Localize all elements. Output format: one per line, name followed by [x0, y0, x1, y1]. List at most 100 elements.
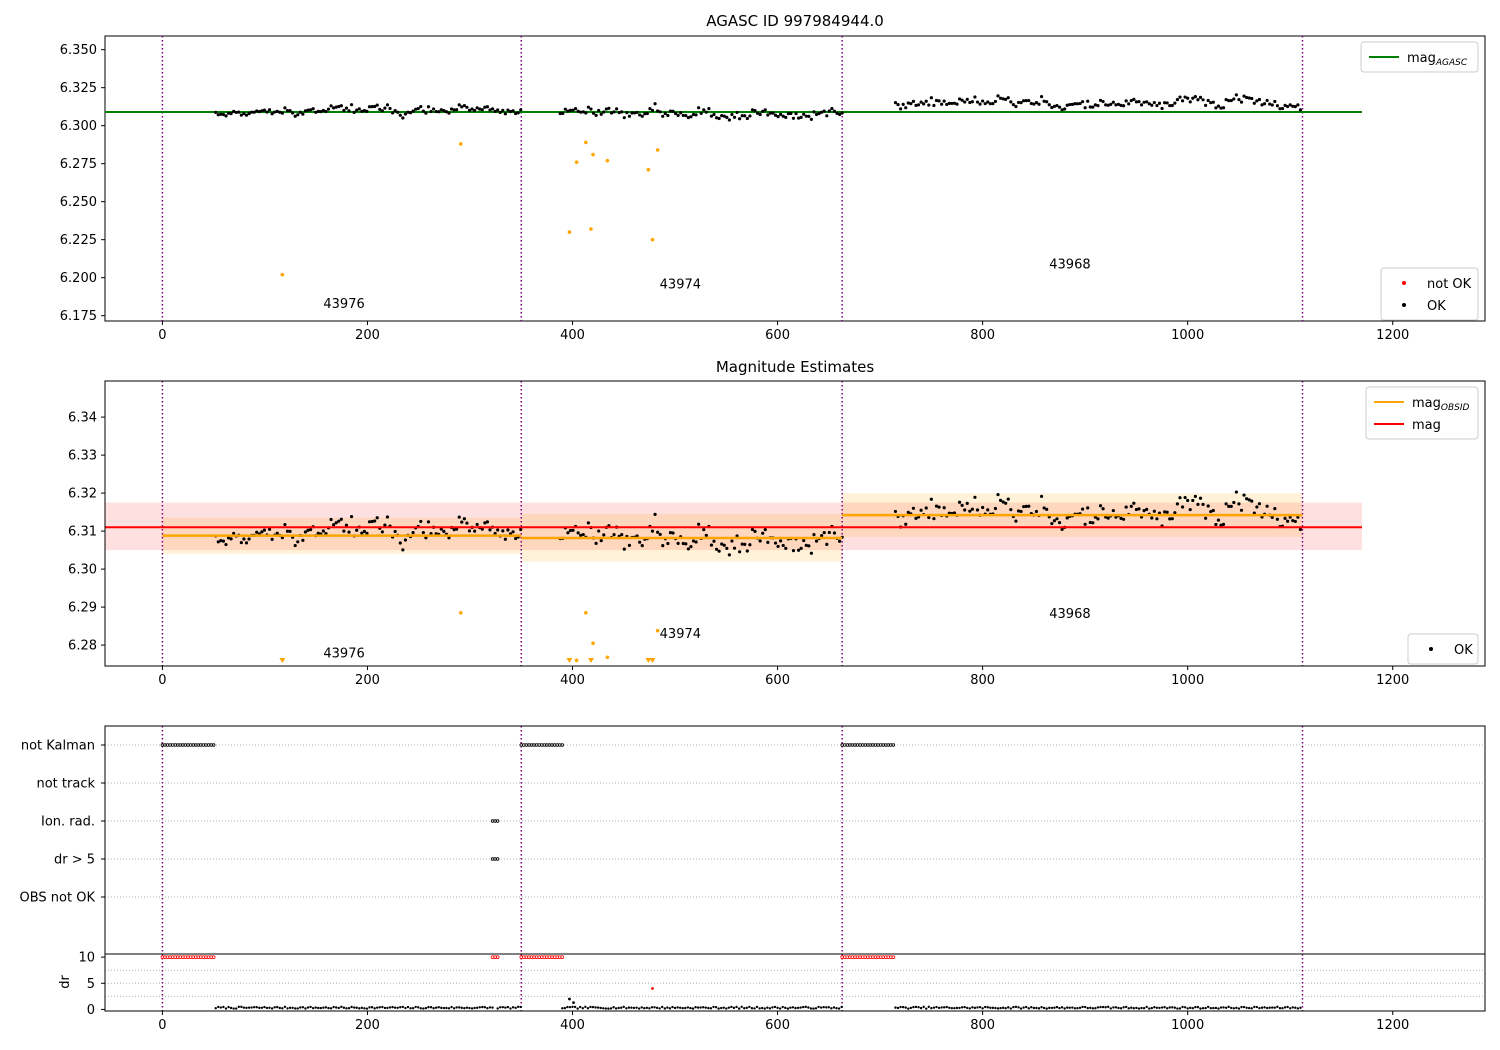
ok-point [1216, 104, 1221, 108]
ok-point [750, 527, 755, 532]
dr-point [445, 1006, 448, 1010]
dr-point [681, 1006, 684, 1010]
ok-point [1224, 97, 1228, 102]
dr-point [314, 1006, 317, 1009]
ok-point [1096, 104, 1100, 108]
dr-point [1291, 1006, 1294, 1009]
dr-point [1296, 1007, 1300, 1010]
ok-point [1180, 99, 1185, 103]
ok-point [691, 112, 696, 117]
ok-point [498, 110, 502, 115]
dr-point [1101, 1005, 1105, 1009]
ok-point [1221, 106, 1226, 110]
ok-point [671, 109, 675, 113]
ok-point [380, 109, 384, 113]
dr-point [388, 1006, 392, 1009]
dr-point [1260, 1006, 1264, 1009]
dr-point [696, 1006, 700, 1009]
dr-capped-point [891, 955, 896, 959]
dr-point [247, 1006, 251, 1009]
dr-point [630, 1006, 633, 1009]
dr-point [288, 1006, 292, 1010]
dr-point [1224, 1006, 1228, 1009]
x-tick-label: 400 [560, 1018, 585, 1033]
dr-capped-point [560, 955, 565, 959]
ok-point [932, 517, 936, 521]
outlier-point [655, 148, 660, 152]
dr-point [691, 1007, 695, 1010]
dr-point [704, 1006, 708, 1009]
ok-point [809, 117, 814, 121]
ok-point [663, 111, 667, 116]
ok-point [689, 115, 693, 119]
ok-point [1293, 519, 1297, 524]
dr-point [224, 1007, 228, 1010]
dr-point [1045, 1007, 1048, 1010]
obsid-label: 43976 [323, 647, 364, 662]
ok-point [686, 547, 690, 551]
ok-point [514, 111, 518, 116]
ok-point [653, 102, 657, 106]
ok-point [447, 536, 451, 540]
ok-point [952, 511, 957, 515]
dr-point [1137, 1007, 1141, 1010]
ok-point [1291, 519, 1295, 523]
ok-point [579, 533, 583, 537]
dr-point [909, 1006, 913, 1010]
ok-point [612, 533, 616, 537]
dr-point [781, 1005, 784, 1009]
dr-point [750, 1006, 754, 1010]
ok-point [714, 116, 719, 120]
ok-point [911, 99, 916, 103]
ok-point [1086, 506, 1090, 510]
dr-point [568, 997, 571, 1001]
legend-dot-swatch [1429, 647, 1433, 651]
ok-point [1050, 105, 1054, 110]
ok-point [1124, 99, 1128, 103]
ok-point [745, 116, 749, 121]
dr-point [981, 1007, 984, 1010]
ok-point [426, 105, 431, 109]
dr-point [596, 1006, 600, 1009]
dr-point [1263, 1006, 1266, 1009]
ok-point [558, 111, 562, 116]
dr-point [1119, 1007, 1123, 1010]
y-tick-label: 6.300 [60, 119, 97, 134]
x-tick-label: 1000 [1171, 328, 1204, 343]
ok-point [1173, 101, 1177, 105]
dr-point [306, 1006, 310, 1009]
ok-point [283, 522, 287, 527]
ok-point [643, 112, 647, 116]
ok-point [1242, 493, 1246, 497]
ok-point [1121, 104, 1126, 108]
ok-point [457, 515, 461, 519]
ok-point [645, 111, 649, 116]
ok-point [401, 548, 405, 552]
ok-point [738, 550, 742, 554]
ok-point [362, 109, 366, 113]
ok-point [275, 109, 279, 113]
dr-point [1222, 1006, 1225, 1009]
y-tick-label: 6.350 [60, 43, 97, 58]
ok-point [1106, 516, 1110, 520]
outlier-point [584, 140, 588, 145]
ok-point [455, 108, 459, 112]
dr-point [640, 1006, 643, 1009]
dr-point [573, 1005, 577, 1009]
ok-point [1019, 101, 1023, 105]
ok-point [347, 109, 351, 113]
ok-point [1250, 96, 1254, 101]
ok-point [1157, 101, 1162, 105]
ok-point [1034, 101, 1039, 105]
ok-point [496, 528, 500, 532]
dr-point [604, 1007, 608, 1010]
dr-point [345, 1007, 348, 1010]
ok-point [1045, 507, 1049, 511]
ok-point [694, 113, 698, 117]
dr-point [955, 1006, 959, 1010]
dr-point [265, 1006, 269, 1010]
dr-point [825, 1006, 828, 1009]
dr-point [350, 1005, 353, 1009]
ok-point [1065, 516, 1069, 520]
ok-point [1219, 106, 1223, 110]
